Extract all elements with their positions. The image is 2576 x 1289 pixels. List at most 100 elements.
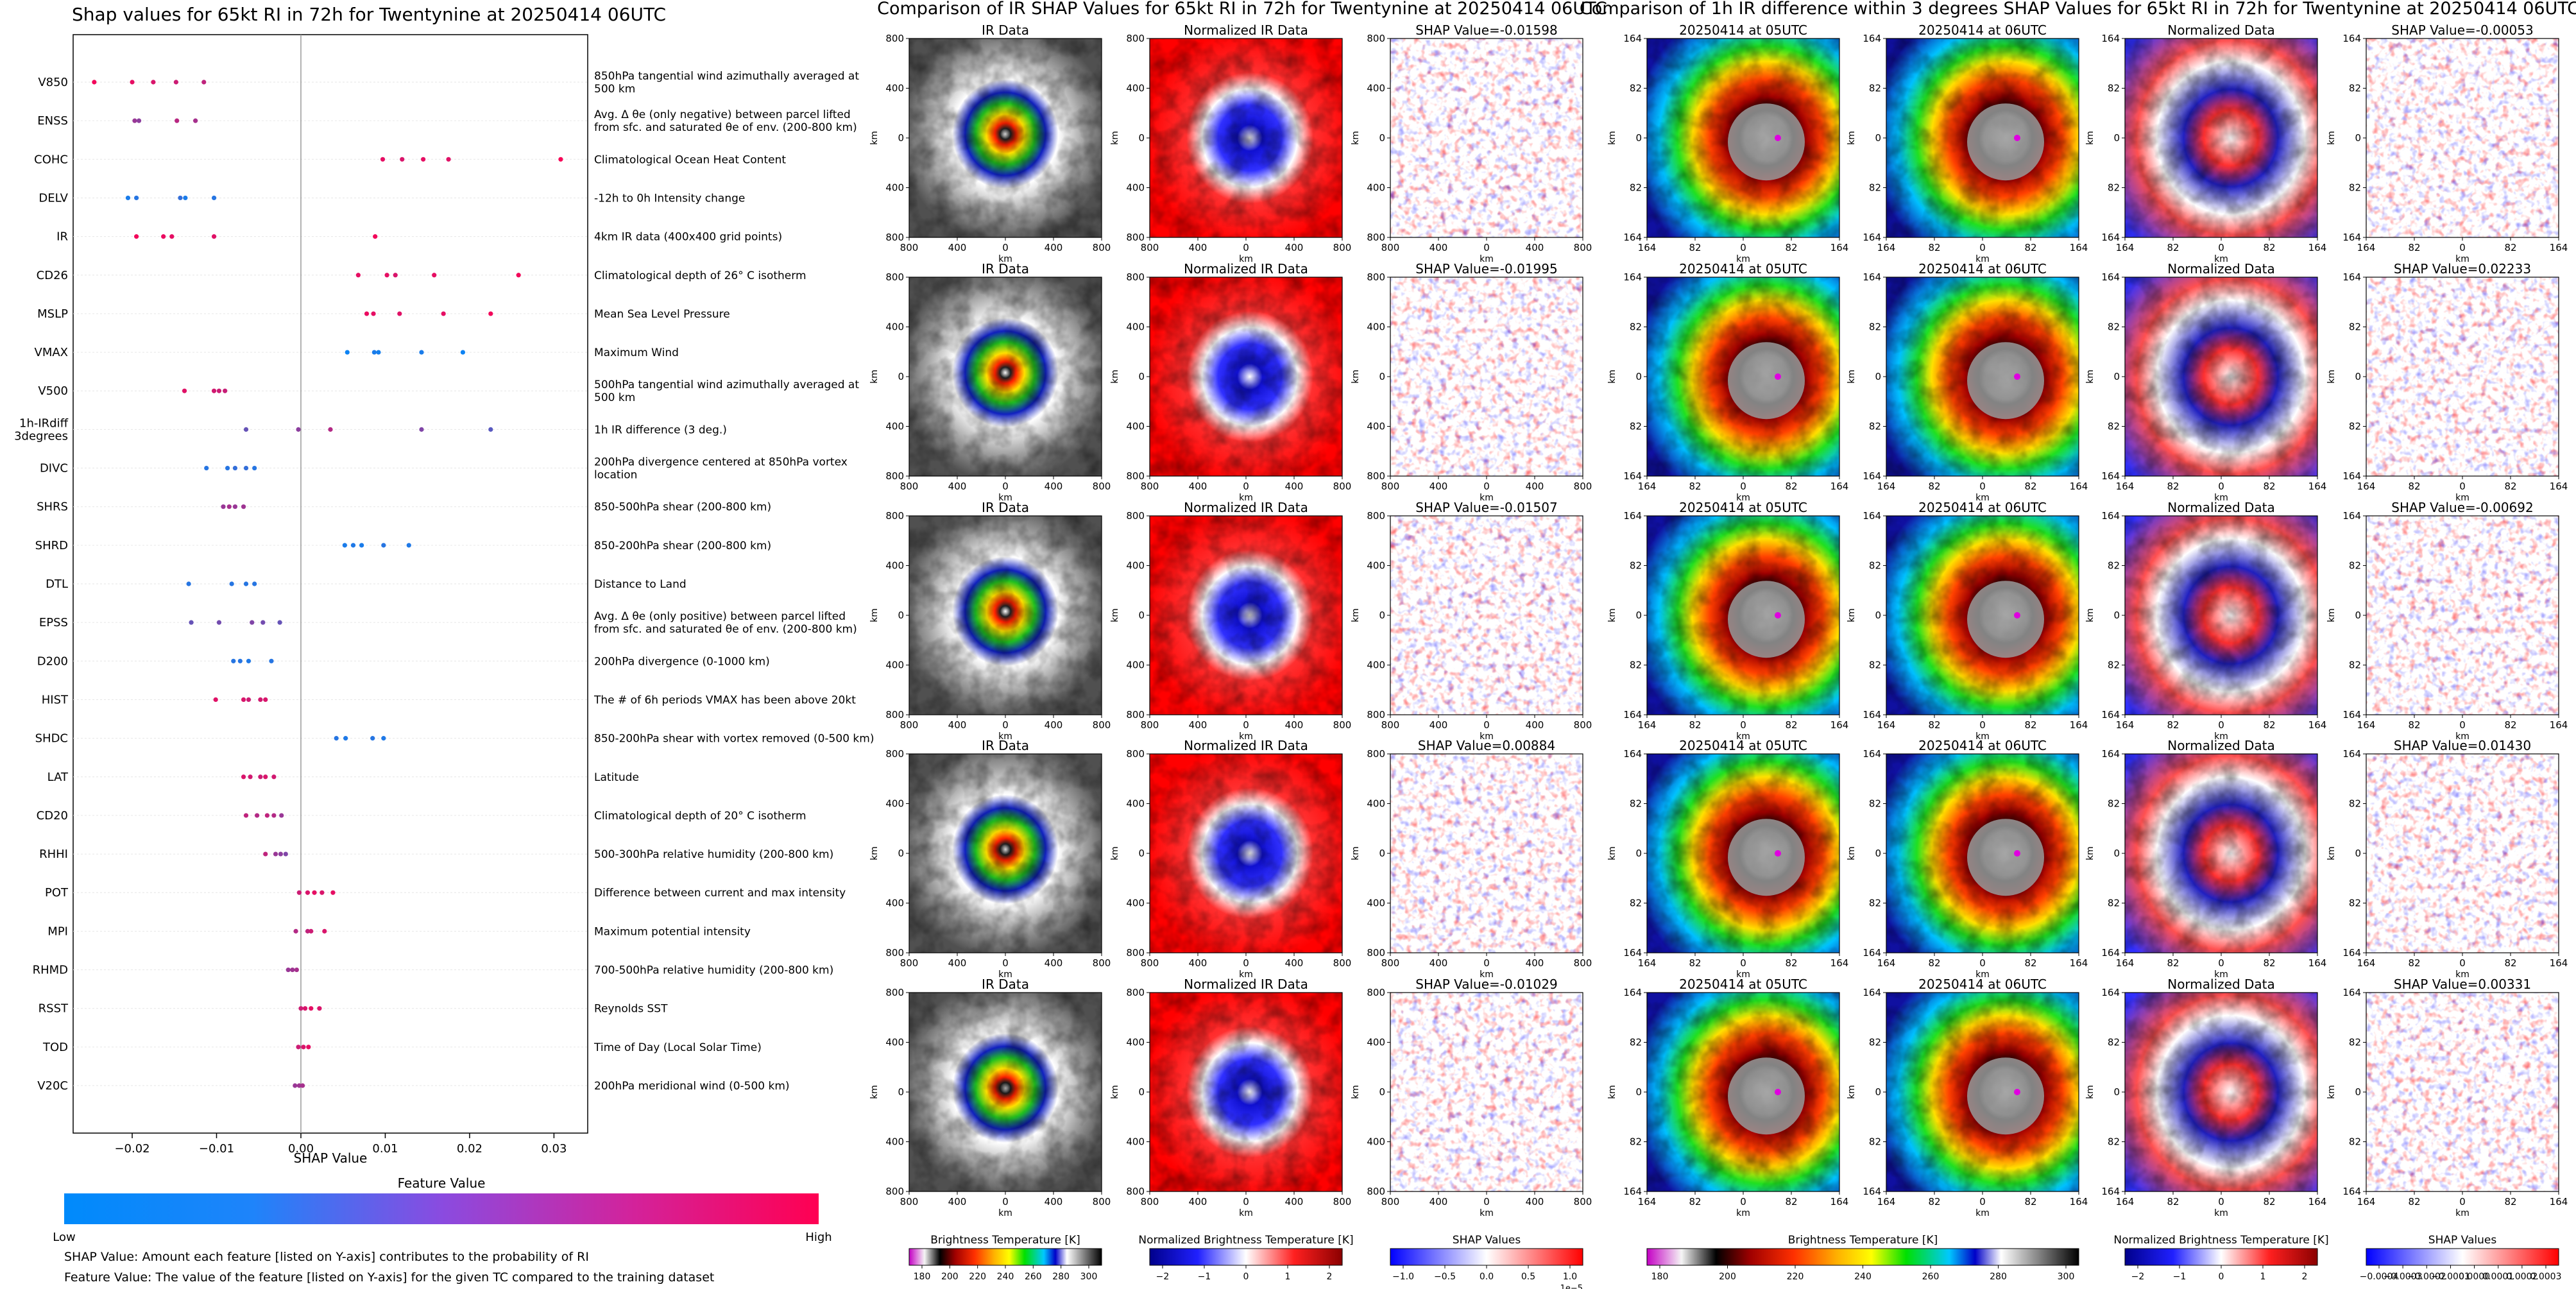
feature-description: Climatological Ocean Heat Content	[594, 153, 786, 166]
diff-subplot: 20250414 at 06UTC 164 82 0 82 164 km 164 82 0 82 16…	[1847, 22, 2088, 264]
x-axis-label: km	[1239, 969, 1253, 980]
feature-value-colorbar	[64, 1193, 819, 1224]
shap-point	[241, 697, 246, 703]
shap-point	[359, 543, 364, 548]
x-tick-label: 0	[1243, 719, 1249, 731]
x-tick-label: 164	[2550, 1196, 2568, 1208]
x-axis-label: km	[998, 969, 1012, 980]
x-tick-label: 82	[1689, 242, 1701, 253]
shap-point	[134, 195, 139, 201]
y-axis-label: km	[2085, 1085, 2095, 1099]
x-tick-label: −0.02	[114, 1142, 149, 1156]
y-tick-label: 0	[1635, 132, 1642, 144]
image-texture-negative	[1390, 516, 1583, 715]
subplot-title: Normalized Data	[2167, 500, 2275, 515]
x-axis-label: km	[2455, 493, 2469, 503]
y-tick-label: 82	[2349, 182, 2361, 194]
x-tick-label: 82	[2167, 719, 2179, 731]
colorbar	[1149, 1248, 1343, 1266]
y-tick-label: 164	[1863, 709, 1881, 721]
shap-point	[376, 350, 381, 355]
x-tick-label: 82	[2024, 481, 2036, 492]
image-texture	[909, 38, 1102, 237]
x-tick-label: 82	[1689, 719, 1701, 731]
y-tick-label: 164	[1623, 271, 1642, 283]
x-tick-label: 164	[2357, 1196, 2376, 1208]
x-tick-label: 400	[1526, 957, 1544, 969]
x-tick-label: 82	[1785, 481, 1797, 492]
y-tick-label: 164	[1863, 271, 1881, 283]
ir-subplot: Normalized IR Data 800 400 0 400 800 km 800 400 0…	[1110, 500, 1351, 742]
y-tick-label: 400	[885, 321, 904, 333]
y-tick-label: 800	[885, 709, 904, 721]
colorbar-tick-label: 220	[1787, 1272, 1804, 1282]
y-tick-label: 164	[2101, 748, 2120, 760]
x-tick-label: 164	[2308, 481, 2327, 492]
ir-subplot: IR Data 800 400 0 400 800 km 800 400 0 400 800 km	[869, 738, 1111, 980]
y-tick-label: 82	[1869, 321, 1881, 333]
y-tick-label: 82	[2349, 798, 2361, 810]
x-axis-label: km	[1239, 731, 1253, 742]
x-tick-label: 400	[1526, 242, 1544, 253]
y-tick-label: 164	[2342, 271, 2361, 283]
colorbar-tick-label: 280	[1990, 1272, 2007, 1282]
y-tick-label: 82	[2108, 1136, 2120, 1148]
subplot-title: 20250414 at 06UTC	[1918, 738, 2047, 753]
y-tick-label: 164	[2342, 947, 2361, 959]
x-tick-label: 0	[1002, 1196, 1009, 1208]
colorbar	[908, 1248, 1102, 1266]
x-tick-label: 0	[2459, 719, 2466, 731]
y-tick-label: 0	[1138, 848, 1145, 859]
x-tick-label: 400	[1285, 1196, 1304, 1208]
y-tick-label: 0	[1875, 848, 1881, 859]
y-tick-label: 82	[2108, 560, 2120, 572]
x-tick-label: 82	[2504, 1196, 2516, 1208]
x-tick-label: 0	[1243, 242, 1249, 253]
x-tick-label: 400	[1429, 1196, 1448, 1208]
y-tick-label: 82	[2108, 898, 2120, 909]
y-tick-label: 82	[1630, 321, 1642, 333]
y-tick-label: 800	[1367, 1186, 1385, 1197]
feature-description: Time of Day (Local Solar Time)	[593, 1041, 762, 1054]
y-axis-label: km	[1607, 608, 1617, 622]
x-tick-label: 800	[1333, 481, 1352, 492]
x-tick-label: 400	[1189, 719, 1207, 731]
summary-x-axis: −0.02 −0.01 0.00 0.01 0.02 0.03	[114, 1133, 567, 1156]
x-tick-label: 164	[2308, 957, 2327, 969]
y-tick-label: 164	[2101, 271, 2120, 283]
x-axis-label: km	[998, 731, 1012, 742]
x-tick-label: 800	[1093, 957, 1111, 969]
y-tick-label: 82	[1869, 83, 1881, 94]
shap-point	[186, 581, 191, 586]
x-tick-label: 82	[2504, 719, 2516, 731]
x-axis-label: km	[2455, 969, 2469, 980]
y-axis-label: km	[2326, 131, 2337, 145]
feature-description: 1h IR difference (3 deg.)	[594, 423, 727, 436]
image-texture-negative	[1390, 277, 1583, 476]
y-tick-label: 400	[1126, 1136, 1145, 1148]
shap-point	[296, 427, 301, 432]
x-tick-label: 0	[2218, 481, 2224, 492]
feature-name-label: V850	[38, 76, 68, 89]
feature-name-label: CD20	[37, 809, 68, 823]
footnote-feature: Feature Value: The value of the feature …	[64, 1270, 714, 1285]
ir-subplot: SHAP Value=-0.01598 800 400 0 400 800 km 800 400…	[1351, 22, 1592, 264]
diff-subplot: Normalized Data 164 82 0 82 164 km 164 82 0 82 164 k…	[2085, 22, 2326, 264]
y-tick-label: 800	[885, 987, 904, 998]
image-texture	[1150, 38, 1342, 237]
shap-point	[343, 736, 348, 741]
colorbar-tick-label: −2	[1156, 1272, 1170, 1282]
y-tick-label: 82	[2349, 83, 2361, 94]
y-tick-label: 400	[1367, 321, 1385, 333]
shap-point	[232, 504, 238, 509]
shap-point	[305, 928, 311, 934]
feature-name-label: LAT	[47, 771, 69, 784]
shap-point	[271, 774, 277, 780]
x-tick-label: 0	[1740, 719, 1746, 731]
subplot-title: SHAP Value=-0.01507	[1415, 500, 1557, 515]
shap-point	[446, 157, 451, 162]
x-tick-label: 0.01	[372, 1142, 398, 1156]
storm-eye-marker	[2014, 1089, 2020, 1095]
shap-point	[300, 1083, 305, 1088]
subplot-title: 20250414 at 05UTC	[1679, 261, 1807, 277]
